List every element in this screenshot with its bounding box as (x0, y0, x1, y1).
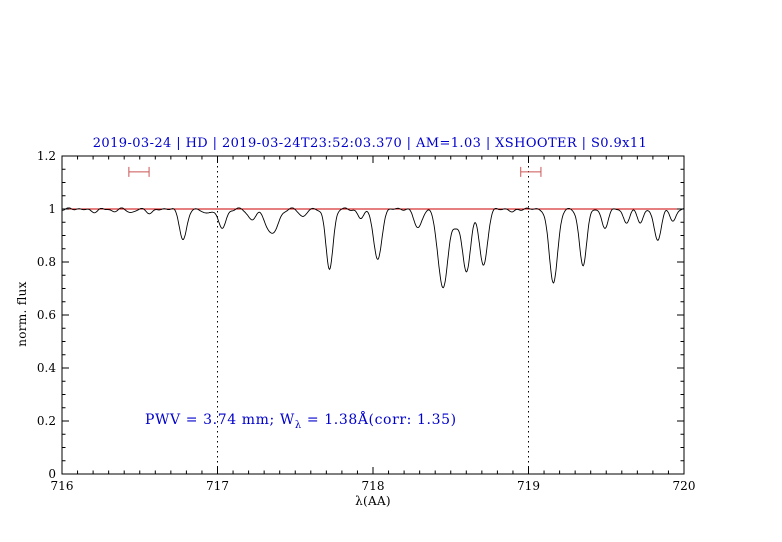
x-axis-label: λ(AA) (355, 494, 391, 508)
y-tick-label: 0.8 (37, 255, 56, 269)
spectrum-line (61, 207, 685, 289)
x-tick-label: 717 (206, 479, 229, 493)
x-tick-label: 719 (517, 479, 540, 493)
pwv-annotation: PWV = 3.74 mm; Wλ = 1.38Å(corr: 1.35) (145, 412, 457, 431)
y-tick-label: 1 (48, 202, 56, 216)
x-tick-label: 720 (673, 479, 696, 493)
y-tick-label: 0 (48, 467, 56, 481)
x-tick-label: 716 (51, 479, 74, 493)
y-tick-label: 0.4 (37, 361, 56, 375)
lambda-subscript: λ (294, 419, 302, 431)
y-tick-label: 1.2 (37, 149, 56, 163)
pwv-annotation-post: = 1.38Å(corr: 1.35) (301, 412, 457, 428)
plot-title: 2019-03-24 | HD | 2019-03-24T23:52:03.37… (92, 136, 648, 151)
y-axis-label: norm. flux (15, 281, 29, 347)
x-tick-label: 718 (362, 479, 385, 493)
pwv-annotation-pre: PWV = 3.74 mm; W (145, 412, 295, 428)
y-tick-label: 0.6 (37, 308, 56, 322)
y-tick-label: 0.2 (37, 414, 56, 428)
